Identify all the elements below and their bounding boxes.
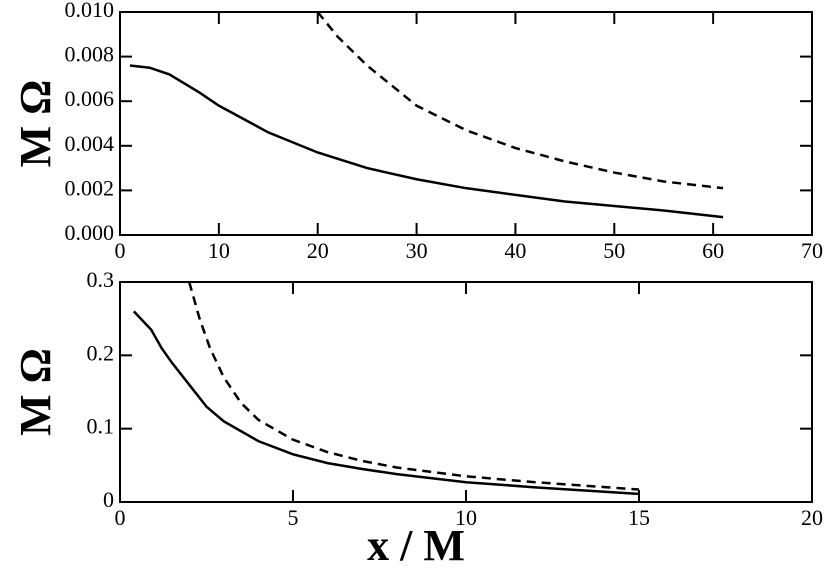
y-tick-label: 0.008 [65, 42, 115, 67]
x-tick-label: 40 [504, 238, 526, 263]
x-tick-label: 10 [455, 505, 477, 530]
y-tick-label: 0.2 [87, 340, 115, 365]
x-tick-label: 0 [115, 505, 126, 530]
x-tick-label: 0 [115, 238, 126, 263]
y-tick-label: 0.006 [65, 86, 115, 111]
x-tick-label: 10 [208, 238, 230, 263]
y-tick-label: 0.002 [65, 175, 115, 200]
y-tick-label: 0.1 [87, 414, 115, 439]
x-tick-label: 50 [603, 238, 625, 263]
x-tick-label: 20 [801, 505, 823, 530]
line [316, 11, 724, 190]
y-axis-title: M Ω [11, 80, 60, 168]
line [129, 64, 724, 219]
x-tick-label: 30 [406, 238, 428, 263]
x-tick-label: 20 [307, 238, 329, 263]
plot-frame [119, 11, 813, 236]
x-tick-label: 5 [288, 505, 299, 530]
y-axis-title: M Ω [11, 348, 60, 436]
y-tick-label: 0.3 [87, 267, 115, 292]
x-axis-title: x / M [367, 521, 465, 570]
plot-frame [119, 281, 813, 503]
line [187, 281, 640, 491]
line [132, 310, 640, 496]
x-tick-label: 70 [801, 238, 823, 263]
y-tick-label: 0 [103, 487, 114, 512]
x-tick-label: 60 [702, 238, 724, 263]
x-tick-label: 15 [628, 505, 650, 530]
y-tick-label: 0.010 [65, 0, 115, 22]
y-tick-label: 0.000 [65, 220, 115, 245]
y-tick-label: 0.004 [65, 131, 115, 156]
